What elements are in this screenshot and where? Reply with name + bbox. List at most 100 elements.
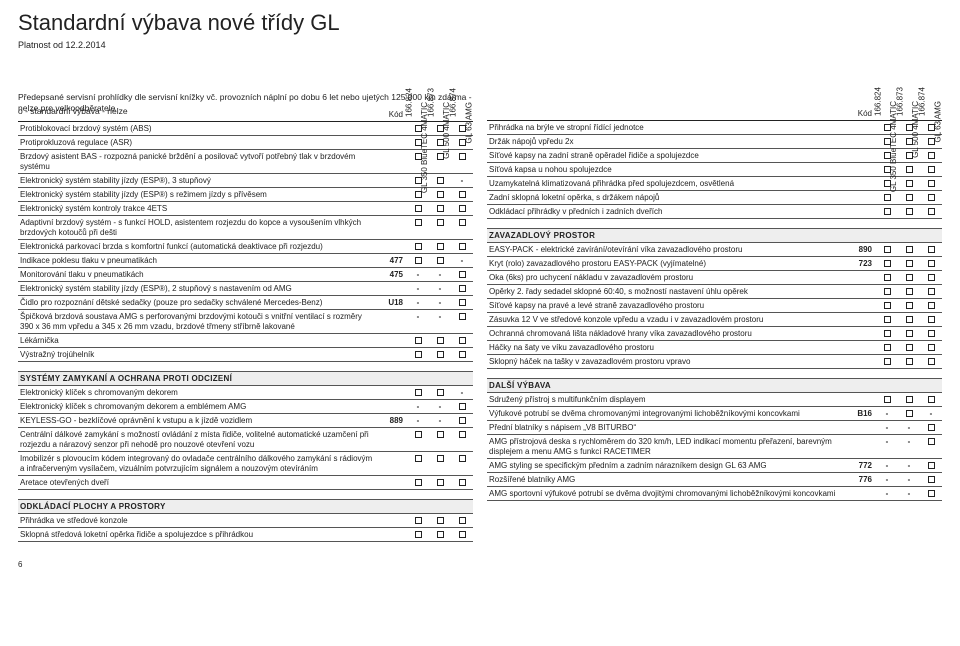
spec-desc: Přihrádka ve středové konzole [18, 514, 377, 528]
spec-row: EASY-PACK - elektrické zavírání/otevírán… [487, 243, 942, 257]
checkbox-icon [415, 243, 422, 250]
spec-desc: Přední blatníky s nápisem „V8 BITURBO“ [487, 421, 846, 435]
spec-desc: Aretace otevřených dveří [18, 476, 377, 490]
checkbox-icon [928, 166, 935, 173]
checkbox-icon [459, 205, 466, 212]
spec-row: Elektronický systém stability jízdy (ESP… [18, 188, 473, 202]
checkbox-icon [884, 194, 891, 201]
spec-desc: Síťové kapsy na pravé a levé straně zava… [487, 299, 846, 313]
checkbox-icon [437, 479, 444, 486]
spec-kod [846, 355, 876, 369]
spec-kod [377, 400, 407, 414]
spec-desc: Oka (6ks) pro uchycení nákladu v zavazad… [487, 271, 846, 285]
spec-desc: Centrální dálkové zamykání s možností ov… [18, 428, 377, 452]
spec-cell [407, 334, 429, 348]
spec-cell: - [429, 310, 451, 334]
spec-cell [876, 355, 898, 369]
spec-cell [451, 476, 473, 490]
spec-cell [429, 514, 451, 528]
spec-cell [920, 299, 942, 313]
spec-row: Elektronická parkovací brzda s komfortní… [18, 240, 473, 254]
spec-cell [920, 459, 942, 473]
spec-desc: Uzamykatelná klimatizovaná přihrádka pře… [487, 177, 846, 191]
spec-kod [846, 341, 876, 355]
spec-kod [846, 163, 876, 177]
checkbox-icon [459, 191, 466, 198]
spec-cell [920, 257, 942, 271]
spec-cell [451, 428, 473, 452]
spec-kod [846, 271, 876, 285]
spec-row: Elektronický systém stability jízdy (ESP… [18, 282, 473, 296]
spec-cell [898, 285, 920, 299]
checkbox-icon [928, 288, 935, 295]
checkbox-icon [928, 274, 935, 281]
checkbox-icon [459, 337, 466, 344]
spec-cell [429, 476, 451, 490]
checkbox-icon [437, 337, 444, 344]
spec-kod [846, 487, 876, 501]
spec-cell [451, 268, 473, 282]
spec-desc: Elektronický systém stability jízdy (ESP… [18, 282, 377, 296]
spec-cell: - [876, 407, 898, 421]
checkbox-icon [415, 351, 422, 358]
spec-cell: - [407, 310, 429, 334]
checkbox-icon [459, 271, 466, 278]
spec-cell: - [429, 414, 451, 428]
checkbox-icon [884, 208, 891, 215]
checkbox-icon [415, 257, 422, 264]
spec-desc: Odkládací přihrádky v předních i zadních… [487, 205, 846, 219]
checkbox-icon [459, 431, 466, 438]
spec-cell [876, 285, 898, 299]
spec-cell [407, 254, 429, 268]
checkbox-icon [437, 351, 444, 358]
spec-cell [876, 271, 898, 285]
checkbox-icon [415, 219, 422, 226]
spec-row: Protiprokluzová regulace (ASR) [18, 136, 473, 150]
checkbox-icon [884, 396, 891, 403]
spec-cell [876, 243, 898, 257]
checkbox-icon [437, 219, 444, 226]
spec-desc: Kryt (rolo) zavazadlového prostoru EASY-… [487, 257, 846, 271]
checkbox-icon [415, 337, 422, 344]
spec-kod [846, 191, 876, 205]
spec-cell [429, 188, 451, 202]
spec-desc: Ochranná chromovaná lišta nákladové hran… [487, 327, 846, 341]
left-column: Standardní výbava nové třídy GL Platnost… [18, 10, 473, 569]
checkbox-icon [415, 205, 422, 212]
spec-desc: Sklopná středová loketní opěrka řidiče a… [18, 528, 377, 542]
spec-desc: AMG sportovní výfukové potrubí se dvěma … [487, 487, 846, 501]
checkbox-icon [928, 194, 935, 201]
spec-desc: Výfukové potrubí se dvěma chromovanými i… [487, 407, 846, 421]
spec-cell [429, 348, 451, 362]
left-spec-table: Protiblokovací brzdový systém (ABS)Proti… [18, 122, 473, 542]
checkbox-icon [906, 288, 913, 295]
checkbox-icon [906, 260, 913, 267]
spec-kod [377, 514, 407, 528]
spec-row: Rozšířené blatníky AMG776-- [487, 473, 942, 487]
spec-desc: Protiblokovací brzdový systém (ABS) [18, 122, 377, 136]
spec-desc: Elektronický systém stability jízdy (ESP… [18, 174, 377, 188]
spec-cell: - [898, 487, 920, 501]
spec-row: Opěrky 2. řady sedadel sklopné 60:40, s … [487, 285, 942, 299]
spec-cell [876, 393, 898, 407]
spec-cell [407, 202, 429, 216]
spec-kod [377, 528, 407, 542]
checkbox-icon [928, 358, 935, 365]
checkbox-icon [884, 274, 891, 281]
spec-row: Odkládací přihrádky v předních i zadních… [487, 205, 942, 219]
checkbox-icon [459, 455, 466, 462]
spec-cell: - [429, 296, 451, 310]
checkbox-icon [459, 517, 466, 524]
spec-cell [920, 285, 942, 299]
spec-cell [451, 348, 473, 362]
spec-cell [429, 254, 451, 268]
right-spec-table: Přihrádka na brýle ve stropní řídící jed… [487, 121, 942, 501]
spec-cell: - [876, 487, 898, 501]
spec-cell [876, 341, 898, 355]
left-header-row: o - standardní výbava - nelze Kód 166.82… [18, 6, 473, 122]
spec-cell [920, 243, 942, 257]
checkbox-icon [884, 358, 891, 365]
spec-kod: 889 [377, 414, 407, 428]
spec-row: Sklopná středová loketní opěrka řidiče a… [18, 528, 473, 542]
spec-cell [920, 313, 942, 327]
